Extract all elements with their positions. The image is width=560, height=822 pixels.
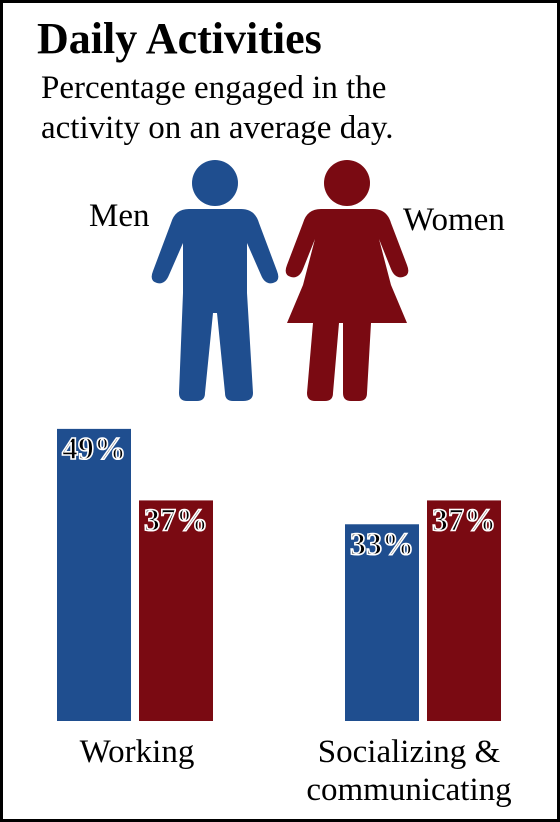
- bar-working-women: [139, 500, 213, 721]
- chart-subtitle-line-2: activity on an average day.: [41, 110, 394, 146]
- chart-subtitle-line-1: Percentage engaged in the: [41, 70, 387, 106]
- legend-women-label: Women: [403, 202, 505, 238]
- category-label-socializing: Socializing & communicating: [289, 733, 529, 809]
- category-label-working-line-1: Working: [79, 734, 195, 770]
- bar-chart: 49% 37% 33% 37%: [57, 428, 501, 721]
- bar-label-socializing-women: 37%: [432, 501, 496, 537]
- bar-socializing-women: [427, 500, 501, 721]
- bar-label-socializing-men: 33%: [350, 525, 414, 561]
- man-figure-icon: [151, 160, 279, 401]
- category-label-socializing-line-2: communicating: [306, 772, 512, 808]
- woman-figure-icon: [285, 160, 409, 401]
- legend-figures: [151, 160, 409, 401]
- chart-title: Daily Activities: [37, 14, 322, 63]
- bar-label-working-women: 37%: [144, 501, 208, 537]
- bar-socializing-men: [345, 524, 419, 721]
- category-label-socializing-line-1: Socializing &: [317, 734, 501, 770]
- legend-men-label: Men: [89, 198, 150, 234]
- bar-working-men: [57, 428, 131, 721]
- bar-label-working-men: 49%: [62, 430, 126, 466]
- bars-group: [57, 428, 501, 721]
- category-label-working: Working: [65, 733, 209, 771]
- bar-labels-group: 49% 37% 33% 37%: [61, 429, 497, 562]
